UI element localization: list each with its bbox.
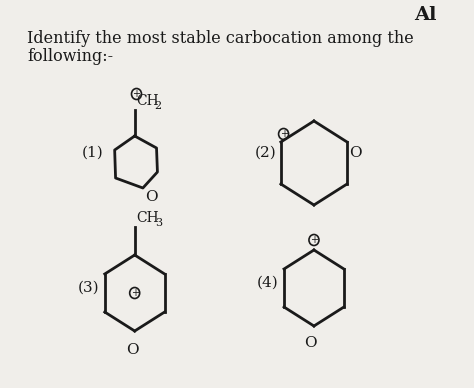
Text: +: + xyxy=(310,235,318,245)
Text: +: + xyxy=(131,288,139,298)
Text: O: O xyxy=(304,336,317,350)
Text: 2: 2 xyxy=(155,101,162,111)
Text: +: + xyxy=(280,129,288,139)
Text: O: O xyxy=(145,190,157,204)
Text: CH: CH xyxy=(137,211,159,225)
Text: (1): (1) xyxy=(82,146,104,160)
Text: O: O xyxy=(349,146,362,160)
Text: (2): (2) xyxy=(255,146,276,160)
Text: following:-: following:- xyxy=(27,48,113,65)
Text: (4): (4) xyxy=(256,276,278,290)
Text: Al: Al xyxy=(414,6,437,24)
Text: (3): (3) xyxy=(77,281,99,295)
Text: 3: 3 xyxy=(155,218,162,228)
Text: Identify the most stable carbocation among the: Identify the most stable carbocation amo… xyxy=(27,30,414,47)
Text: +: + xyxy=(133,89,140,99)
Text: CH: CH xyxy=(137,94,159,108)
Text: O: O xyxy=(126,343,138,357)
